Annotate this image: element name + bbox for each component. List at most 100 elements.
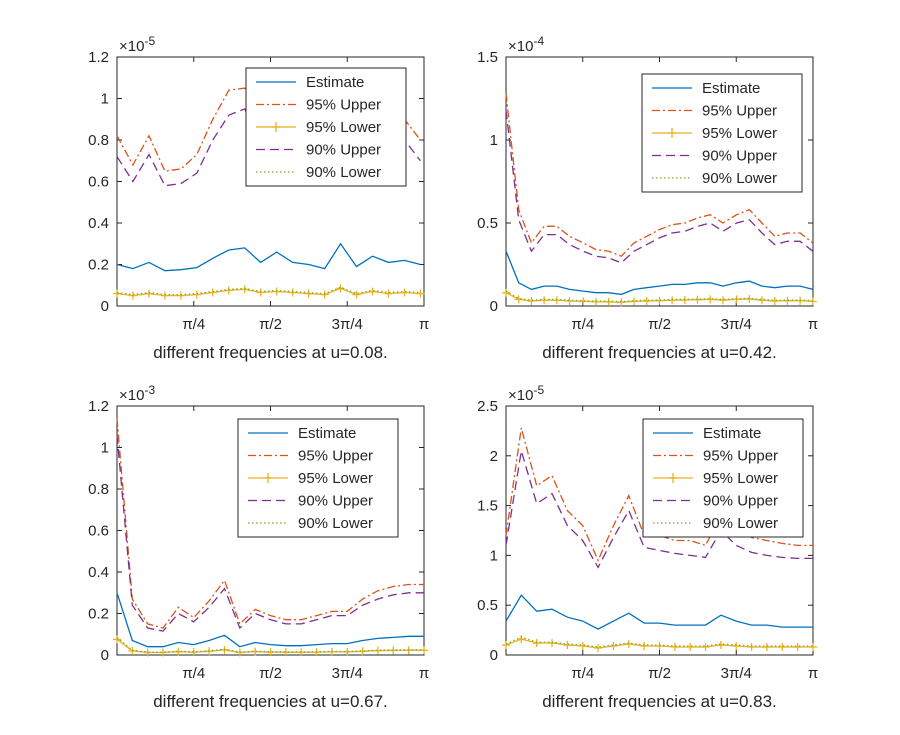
- series-marker: [594, 644, 603, 653]
- legend-marker: [264, 473, 272, 483]
- legend-label: 90% Lower: [298, 515, 373, 532]
- series-marker: [718, 296, 727, 305]
- series-marker: [527, 297, 536, 306]
- series-marker: [113, 289, 121, 298]
- series-marker: [762, 643, 771, 652]
- series-marker: [128, 291, 137, 300]
- series-marker: [591, 297, 600, 306]
- x-tick-label: π/2: [259, 316, 282, 333]
- series-line-4: [505, 636, 813, 648]
- series-line-3: [116, 434, 424, 632]
- series-marker: [670, 643, 679, 652]
- y-tick-label: 0: [101, 647, 109, 664]
- series-marker: [642, 297, 651, 306]
- y-tick-label: 1.2: [88, 398, 109, 415]
- series-marker: [716, 641, 725, 650]
- y-tick-label: 0.6: [88, 523, 109, 540]
- series-marker: [208, 288, 217, 297]
- exponent-label: ×10-5: [508, 383, 544, 404]
- x-tick-label: π/2: [259, 665, 282, 682]
- exponent-label: ×10-4: [508, 34, 544, 55]
- legend: Estimate 95% Upper 95% Lower 90% Upper 90% L…: [237, 418, 399, 538]
- series-line-0: [505, 594, 813, 630]
- x-tick-label: 3π/4: [332, 316, 363, 333]
- legend-label: 95% Upper: [702, 103, 777, 120]
- series-marker: [384, 289, 393, 298]
- x-tick-label: π/4: [571, 316, 594, 333]
- legend-label: 95% Lower: [703, 470, 778, 487]
- x-tick-label: π: [419, 665, 429, 682]
- series-marker: [160, 291, 169, 300]
- series-line-3: [116, 108, 421, 187]
- series-marker: [502, 641, 510, 650]
- series-line-1: [505, 93, 814, 257]
- series-marker: [548, 639, 557, 648]
- y-tick-label: 1: [101, 91, 109, 108]
- series-marker: [770, 297, 779, 306]
- series-marker: [272, 287, 281, 296]
- y-tick-label: 0.4: [88, 215, 109, 232]
- x-tick-label: π/2: [648, 665, 671, 682]
- legend-label: 95% Lower: [298, 470, 373, 487]
- series-marker: [578, 642, 587, 651]
- exponent-label: ×10-5: [119, 34, 155, 55]
- series-marker: [693, 295, 702, 304]
- series-line-0: [505, 250, 813, 296]
- series-marker: [532, 639, 541, 648]
- series-marker: [320, 290, 329, 299]
- x-tick-label: 3π/4: [332, 665, 363, 682]
- series-marker: [778, 643, 787, 652]
- y-tick-label: 1.2: [88, 49, 109, 66]
- series-marker: [517, 635, 526, 644]
- series-marker: [686, 643, 695, 652]
- exponent-label: ×10-3: [119, 383, 155, 404]
- legend: Estimate 95% Upper 95% Lower 90% Upper 90% L…: [641, 73, 803, 193]
- y-tick-label: 0.2: [88, 257, 109, 274]
- y-tick-label: 0.5: [477, 597, 498, 614]
- y-tick-label: 1: [490, 132, 498, 149]
- y-tick-label: 0.2: [88, 606, 109, 623]
- legend-label: Estimate: [298, 425, 356, 442]
- y-tick-label: 0.4: [88, 564, 109, 581]
- series-line-4: [116, 636, 424, 653]
- series-marker: [304, 289, 313, 298]
- series-marker: [609, 642, 618, 651]
- series-marker: [416, 289, 425, 298]
- series-marker: [192, 290, 201, 299]
- y-tick-label: 0.5: [477, 215, 498, 232]
- x-axis-label: different frequencies at u=0.42.: [542, 343, 777, 362]
- y-tick-label: 0: [490, 647, 498, 664]
- legend-label: 90% Lower: [306, 164, 381, 181]
- series-marker: [563, 641, 572, 650]
- legend-marker: [668, 128, 676, 138]
- y-tick-label: 2.5: [477, 398, 498, 415]
- series-marker: [701, 643, 710, 652]
- legend-label: 95% Lower: [306, 119, 381, 136]
- series-marker: [604, 297, 613, 306]
- y-tick-label: 0: [490, 298, 498, 315]
- x-tick-label: 3π/4: [721, 665, 752, 682]
- chart-2: 0 0.5 1 1.5 π/4 π/2 3π/4 π ×10-4 different freque…: [477, 34, 818, 362]
- legend-label: 90% Lower: [703, 515, 778, 532]
- chart-1: 0 0.2 0.4 0.6 0.8 1 1.2 π/4 π/2 3π/4 π ×10-5 differe…: [88, 34, 429, 362]
- series-marker: [565, 297, 574, 306]
- series-marker: [640, 642, 649, 651]
- series-marker: [552, 296, 561, 305]
- legend-label: Estimate: [306, 74, 364, 91]
- series-marker: [400, 288, 409, 297]
- x-tick-label: π/4: [182, 665, 205, 682]
- series-marker: [796, 296, 805, 305]
- legend-label: 95% Upper: [306, 97, 381, 114]
- series-marker: [352, 290, 361, 299]
- series-marker: [256, 288, 265, 297]
- legend-label: 90% Upper: [703, 493, 778, 510]
- series-marker: [224, 286, 233, 295]
- series-marker: [624, 640, 633, 649]
- legend-marker: [272, 122, 280, 132]
- x-tick-label: π/4: [182, 316, 205, 333]
- legend-label: 90% Upper: [702, 148, 777, 165]
- series-marker: [143, 648, 152, 657]
- series-marker: [655, 642, 664, 651]
- series-marker: [240, 285, 249, 294]
- series-marker: [579, 297, 588, 306]
